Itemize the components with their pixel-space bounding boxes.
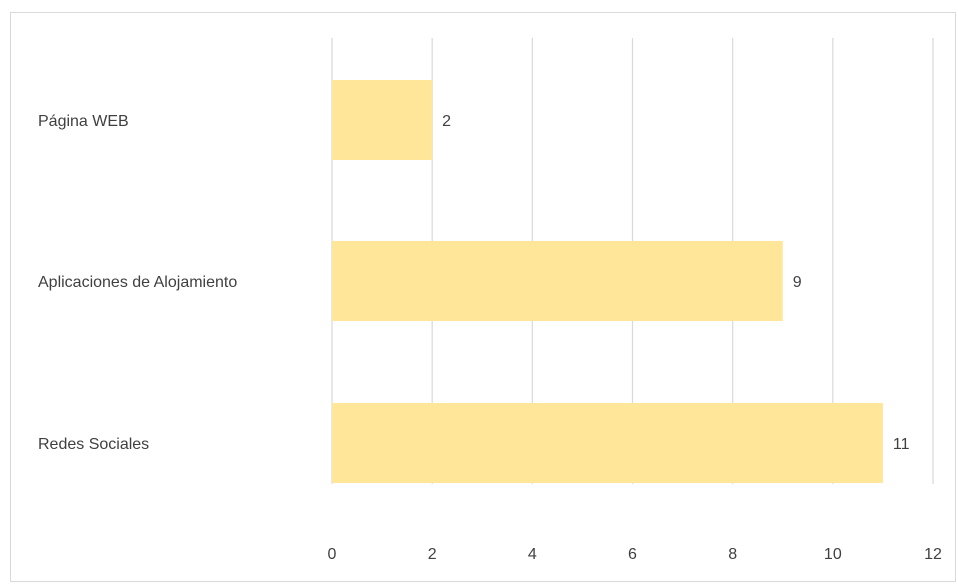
x-tick-label: 8 bbox=[728, 546, 737, 563]
data-label: 11 bbox=[893, 436, 910, 453]
x-tick-label: 2 bbox=[428, 546, 437, 563]
bar bbox=[332, 403, 883, 483]
bar bbox=[332, 241, 783, 321]
category-label: Aplicaciones de Alojamiento bbox=[38, 274, 237, 291]
x-tick-label: 10 bbox=[824, 546, 842, 563]
x-tick-label: 4 bbox=[528, 546, 537, 563]
data-label: 2 bbox=[442, 113, 451, 130]
bars bbox=[332, 80, 883, 483]
x-tick-label: 12 bbox=[924, 546, 942, 563]
bar bbox=[332, 80, 433, 160]
category-label: Redes Sociales bbox=[38, 436, 149, 453]
data-label: 9 bbox=[793, 274, 802, 291]
category-label: Página WEB bbox=[38, 113, 129, 130]
x-tick-label: 0 bbox=[328, 546, 337, 563]
labels: 0 2 4 6 8 10 12 2 Página WEB 9 Aplicaciones de Alo… bbox=[38, 113, 942, 563]
x-tick-label: 6 bbox=[628, 546, 637, 563]
